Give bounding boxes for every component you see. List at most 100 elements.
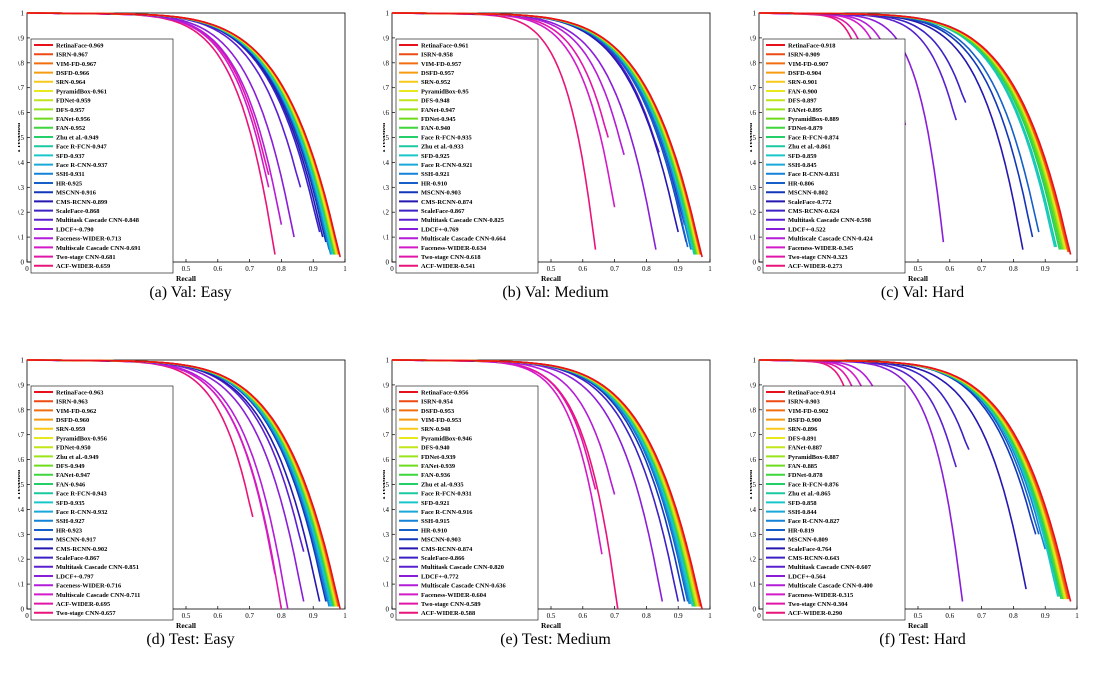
legend-label: Multitask Cascade CNN-0.598	[788, 217, 871, 224]
legend-label: CMS-RCNN-0.874	[421, 199, 473, 206]
y-tick-label: 0	[386, 259, 390, 267]
legend-label: Faceness-WIDER-0.713	[56, 236, 121, 243]
y-axis-label: Precision	[383, 122, 387, 152]
pr-curve-chart: 00.10.20.30.40.50.60.70.80.9100.10.20.30…	[383, 357, 712, 631]
legend-label: SRN-0.964	[56, 79, 86, 86]
legend-label: Face R-CNN-0.932	[56, 509, 107, 516]
legend-label: ISRN-0.954	[421, 399, 454, 406]
y-tick-label: 0.8	[18, 406, 25, 414]
legend-label: SSH-0.921	[421, 171, 450, 178]
x-tick-label: 0.5	[547, 612, 556, 620]
legend-label: HR-0.806	[788, 180, 815, 187]
y-tick-label: 0.5	[383, 134, 390, 142]
x-axis-label: Recall	[176, 274, 196, 283]
legend-box	[762, 385, 906, 621]
legend-label: MSCNN-0.917	[56, 537, 97, 544]
y-tick-label: 0	[753, 606, 757, 614]
y-tick-label: 0.7	[383, 431, 390, 439]
y-tick-label: 0.2	[18, 556, 25, 564]
series-group	[27, 359, 341, 610]
legend-label: SRN-0.896	[788, 426, 818, 433]
legend-label: LDCF+-0.797	[56, 573, 94, 580]
legend-label: LDCF+-0.790	[56, 226, 94, 233]
legend-label: FAN-0.885	[788, 463, 817, 470]
legend: RetinaFace-0.963 ISRN-0.963 VIM-FD-0.962 DS…	[30, 385, 174, 621]
x-tick-label: 0.9	[674, 612, 683, 620]
legend-label: CMS-RCNN-0.624	[788, 208, 840, 215]
x-tick-label: 0.8	[642, 265, 651, 273]
legend-label: SSH-0.844	[788, 509, 817, 516]
legend-label: Faceness-WIDER-0.315	[788, 592, 853, 599]
legend-label: DFS-0.957	[56, 107, 85, 114]
legend-label: RetinaFace-0.914	[788, 389, 836, 396]
x-tick-label: 0.8	[277, 265, 286, 273]
legend-label: DSFD-0.960	[56, 417, 89, 424]
legend-label: Face R-FCN-0.874	[788, 134, 840, 141]
legend-label: SFD-0.935	[56, 500, 85, 507]
legend-label: Faceness-WIDER-0.634	[421, 245, 487, 252]
legend-label: FANet-0.939	[421, 463, 455, 470]
legend-label: PyramidBox-0.956	[56, 435, 108, 442]
legend: RetinaFace-0.914 ISRN-0.903 VIM-FD-0.902 DS…	[762, 385, 906, 621]
x-tick-label: 0.9	[309, 265, 318, 273]
legend-label: DSFD-0.900	[788, 417, 821, 424]
x-tick-label: 0.7	[610, 265, 619, 273]
x-tick-label: 1	[1075, 612, 1079, 620]
legend-label: Multiscale Cascade CNN-0.664	[421, 236, 506, 243]
legend-label: CMS-RCNN-0.899	[56, 199, 107, 206]
chart-panel: 00.10.20.30.40.50.60.70.80.9100.10.20.30…	[383, 6, 728, 306]
pr-curve-chart: 00.10.20.30.40.50.60.70.80.9100.10.20.30…	[18, 357, 347, 631]
legend-label: DSFD-0.904	[788, 70, 822, 77]
pr-curve	[27, 12, 341, 258]
legend-label: PyramidBox-0.946	[421, 435, 473, 442]
x-tick-label: 0.8	[642, 612, 651, 620]
legend-label: FDNet-0.950	[56, 445, 91, 452]
legend-label: DFS-0.891	[788, 435, 817, 442]
y-tick-label: 0.4	[750, 506, 757, 514]
legend-label: ScaleFace-0.866	[421, 555, 465, 562]
legend-label: Face R-FCN-0.943	[56, 491, 107, 498]
x-tick-label: 0	[390, 265, 394, 273]
y-tick-label: 0.2	[750, 209, 757, 217]
x-tick-label: 0.6	[578, 265, 587, 273]
chart-caption: (d) Test: Easy	[146, 631, 235, 648]
y-tick-label: 0.6	[750, 456, 757, 464]
legend: RetinaFace-0.961 ISRN-0.958 VIM-FD-0.957 DS…	[395, 38, 539, 274]
legend-label: Multiscale Cascade CNN-0.424	[788, 236, 873, 243]
legend-label: PyramidBox-0.961	[56, 88, 107, 95]
y-tick-label: 0.4	[383, 506, 390, 514]
chart-caption: (c) Val: Hard	[880, 284, 965, 301]
x-tick-label: 0.5	[914, 265, 923, 273]
y-tick-label: 1	[753, 357, 757, 365]
x-tick-label: 0.7	[245, 612, 254, 620]
legend-label: FDNet-0.959	[56, 98, 91, 105]
legend-label: ScaleFace-0.867	[56, 555, 100, 562]
legend-label: LDCF+-0.564	[788, 573, 826, 580]
y-tick-label: 0.3	[383, 531, 390, 539]
y-tick-label: 0.9	[383, 34, 390, 42]
legend-label: Two-stage CNN-0.323	[788, 254, 848, 261]
legend-label: PyramidBox-0.889	[788, 116, 839, 123]
y-tick-label: 0	[753, 259, 757, 267]
legend-label: Face R-FCN-0.935	[421, 134, 472, 141]
legend-label: ACF-WIDER-0.290	[788, 610, 842, 617]
x-tick-label: 1	[1075, 265, 1079, 273]
legend-label: DSFD-0.953	[421, 408, 454, 415]
legend-box	[30, 385, 174, 621]
legend-label: RetinaFace-0.961	[421, 42, 468, 49]
y-tick-label: 0.1	[750, 581, 757, 589]
legend-label: ISRN-0.963	[56, 399, 88, 406]
x-axis-label: Recall	[541, 274, 561, 283]
legend-label: SRN-0.959	[56, 426, 85, 433]
series-group	[392, 12, 703, 258]
legend-label: Zhu et al.-0.861	[788, 144, 831, 151]
legend-label: Face R-CNN-0.831	[788, 171, 839, 178]
legend-box	[395, 38, 539, 274]
legend-label: MSCNN-0.903	[421, 537, 461, 544]
legend-label: FANet-0.947	[421, 107, 456, 114]
series-group	[392, 359, 703, 610]
y-tick-label: 1	[386, 10, 390, 18]
legend-label: SFD-0.858	[788, 500, 817, 507]
legend-label: Face R-CNN-0.916	[421, 509, 473, 516]
x-tick-label: 0.9	[674, 265, 683, 273]
